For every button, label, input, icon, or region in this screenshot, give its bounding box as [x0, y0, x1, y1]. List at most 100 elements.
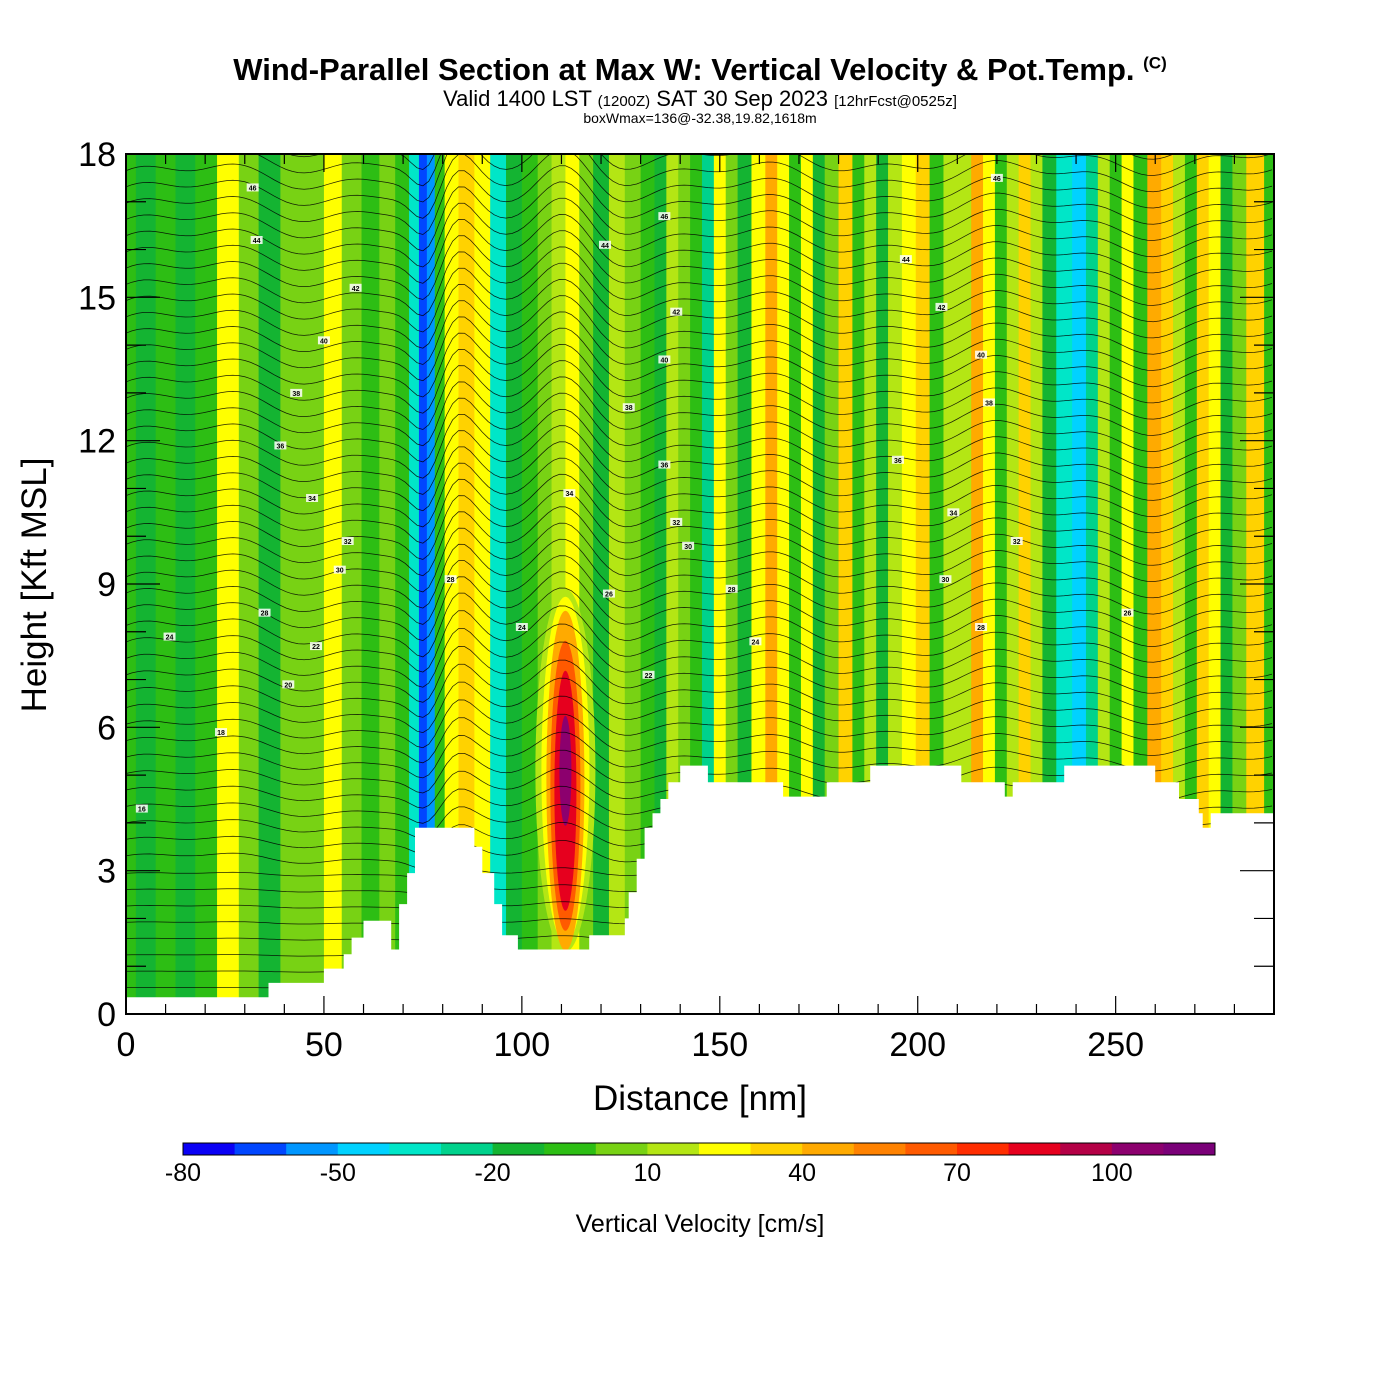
theta-label-text: 22 [312, 644, 320, 651]
w-column [341, 154, 363, 1014]
theta-label: 28 [258, 608, 271, 618]
theta-label-text: 28 [728, 587, 736, 594]
theta-contour [126, 262, 1273, 333]
theta-label-box [975, 350, 988, 359]
x-tick-label: 250 [1087, 1026, 1144, 1064]
theta-label: 44 [899, 255, 912, 264]
theta-label-box [598, 240, 611, 249]
theta-label-text: 32 [344, 539, 352, 546]
y-tick-label: 18 [78, 136, 116, 174]
theta-label-text: 26 [605, 592, 613, 599]
theta-contour [126, 457, 1273, 528]
theta-label-box [310, 642, 323, 651]
theta-contour [126, 659, 1273, 718]
theta-contour [126, 327, 1273, 398]
w-column [258, 154, 281, 1014]
theta-label: 30 [682, 541, 695, 551]
colorbar-swatch [389, 1143, 442, 1155]
w-column [490, 154, 507, 1014]
theta-label: 30 [333, 565, 346, 575]
theta-label: 22 [642, 670, 655, 680]
theta-label-box [658, 355, 671, 364]
w-column [521, 154, 539, 1014]
w-column [379, 154, 396, 1014]
y-tick-label: 12 [78, 423, 116, 461]
theta-label: 38 [982, 398, 995, 407]
x-tick-label: 200 [889, 1026, 946, 1064]
theta-contour [126, 695, 1273, 749]
forecast-info: [12hrFcst@0525z] [834, 93, 957, 110]
valid-utc: (1200Z) [597, 93, 651, 110]
theta-label-box [939, 575, 952, 584]
colorbar-tick-label: 10 [633, 1159, 661, 1187]
theta-label-text: 32 [672, 520, 680, 527]
w-column [409, 154, 420, 1014]
w-column [506, 154, 523, 1014]
w-column [474, 154, 491, 1014]
w-column [1220, 154, 1234, 1014]
theta-label-text: 40 [320, 338, 328, 345]
y-axis-label: Height [Kft MSL] [15, 458, 54, 713]
theta-label-text: 46 [249, 185, 257, 192]
colorbar-label: Vertical Velocity [cm/s] [576, 1210, 825, 1238]
colorbar-swatch [802, 1143, 855, 1155]
theta-label: 28 [975, 623, 988, 632]
colorbar-swatch [286, 1143, 339, 1155]
theta-label-box [1010, 537, 1023, 545]
theta-label: 44 [598, 240, 611, 250]
box-wmax-note: boxWmax=136@-32.38,19.82,1618m [583, 110, 817, 126]
w-column [1196, 154, 1210, 1014]
theta-label: 36 [658, 460, 671, 470]
theta-label-box [215, 728, 228, 737]
w-column [426, 154, 436, 1014]
theta-contour [126, 360, 1273, 430]
colorbar-swatch [905, 1143, 958, 1155]
colorbar-swatch [234, 1143, 287, 1155]
theta-label: 26 [602, 589, 615, 599]
theta-label-text: 18 [217, 730, 225, 737]
theta-label: 46 [658, 212, 671, 221]
theta-contour [126, 506, 1273, 577]
theta-label-text: 38 [625, 405, 633, 412]
w-column [304, 154, 325, 1014]
theta-contour [126, 154, 1273, 203]
theta-label-box [670, 307, 683, 316]
theta-label: 32 [341, 537, 354, 546]
theta-contour [126, 165, 1273, 235]
theta-label-text: 44 [601, 243, 609, 250]
theta-label-text: 28 [261, 611, 269, 618]
theta-label: 42 [349, 283, 362, 293]
colorbar-tick-label: 70 [943, 1159, 971, 1187]
theta-label: 28 [444, 575, 457, 584]
theta-contour [126, 68, 1272, 137]
copyright-mark: (C) [1143, 53, 1167, 73]
w-column [458, 154, 475, 1014]
theta-label-text: 28 [447, 577, 455, 584]
theta-label-text: 26 [1124, 611, 1132, 618]
theta-label: 32 [1010, 537, 1023, 546]
colorbar-swatch [544, 1143, 597, 1155]
colorbar-tick-label: 40 [788, 1159, 816, 1187]
chart-subtitle: Valid 1400 LST (1200Z) SAT 30 Sep 2023 [… [0, 86, 1400, 112]
theta-label-box [749, 637, 762, 646]
theta-contour [126, 392, 1273, 463]
theta-label-box [290, 388, 303, 397]
theta-label: 18 [215, 728, 228, 737]
w-column [418, 154, 428, 1014]
theta-label-text: 38 [985, 400, 993, 407]
y-tick-label: 3 [97, 853, 116, 891]
theta-label-box [670, 517, 683, 526]
theta-contour [126, 571, 1273, 642]
w-column [195, 154, 218, 1014]
w-column [608, 154, 626, 1014]
theta-label-box [642, 670, 655, 679]
theta-contour [126, 154, 1272, 187]
theta-label-text: 22 [645, 673, 653, 680]
theta-label-box [563, 489, 576, 498]
theta-label-box [163, 632, 176, 641]
terrain [126, 765, 1274, 1014]
x-tick-label: 100 [493, 1026, 550, 1064]
theta-label-box [899, 255, 912, 264]
theta-contour [126, 623, 1273, 688]
